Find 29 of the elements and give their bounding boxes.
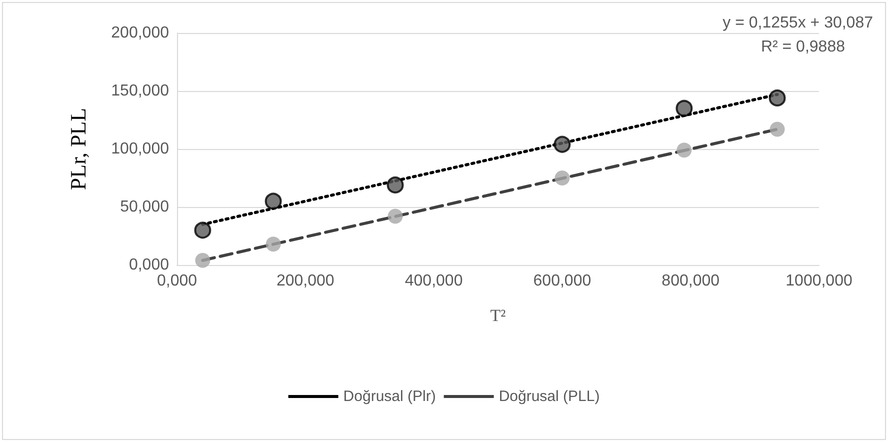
- point: [266, 236, 281, 252]
- point: [676, 142, 692, 158]
- x-tick-label: 1000,000: [786, 272, 852, 290]
- point: [388, 208, 403, 224]
- text: y = 0,1255x + 30,087: [722, 14, 874, 32]
- point: [386, 176, 404, 194]
- x-tick-label: 600,000: [533, 272, 592, 290]
- legend-label: Doğrusal (PLL): [498, 388, 600, 405]
- y-tick-label: 150,000: [111, 82, 170, 100]
- legend-label: Doğrusal (Plr): [343, 388, 436, 405]
- y-axis-title: PLr, PLL: [66, 108, 90, 190]
- point: [554, 136, 571, 153]
- point: [770, 122, 785, 137]
- x-axis-title: T²: [490, 306, 506, 325]
- x-tick-label: 400,000: [404, 272, 463, 290]
- y-tick-label: 200,000: [111, 24, 170, 42]
- y-tick-label: 0,000: [128, 256, 170, 274]
- point: [676, 100, 693, 117]
- point: [768, 89, 786, 106]
- point: [195, 252, 210, 268]
- point: [264, 192, 282, 210]
- x-tick-label: 200,000: [276, 272, 334, 290]
- point: [554, 170, 570, 186]
- y-tick-label: 100,000: [111, 140, 170, 158]
- annotation: R² = 0,9888: [760, 38, 846, 56]
- point: [194, 222, 212, 239]
- x-tick-label: 0,000: [156, 272, 198, 290]
- y-tick-label: 50,000: [120, 198, 170, 216]
- x-tick-label: 800,000: [662, 272, 720, 290]
